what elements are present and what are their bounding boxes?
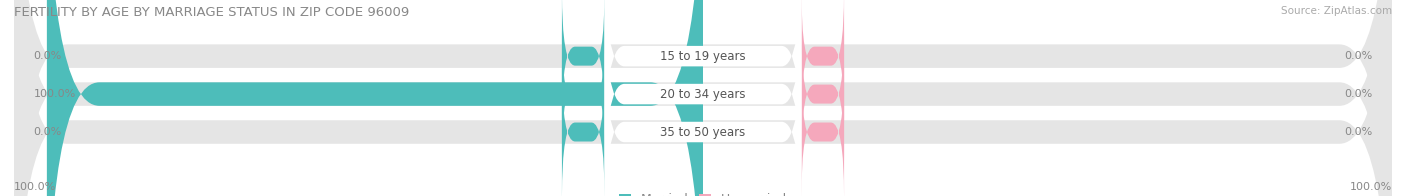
Text: 100.0%: 100.0% — [14, 182, 56, 192]
FancyBboxPatch shape — [14, 0, 1392, 196]
FancyBboxPatch shape — [562, 66, 605, 196]
FancyBboxPatch shape — [14, 0, 1392, 196]
FancyBboxPatch shape — [801, 0, 844, 122]
FancyBboxPatch shape — [46, 0, 703, 196]
Text: 15 to 19 years: 15 to 19 years — [661, 50, 745, 63]
Text: 20 to 34 years: 20 to 34 years — [661, 88, 745, 101]
FancyBboxPatch shape — [801, 66, 844, 196]
FancyBboxPatch shape — [14, 0, 1392, 196]
Text: 0.0%: 0.0% — [34, 51, 62, 61]
FancyBboxPatch shape — [605, 0, 801, 196]
FancyBboxPatch shape — [562, 28, 605, 161]
Text: Source: ZipAtlas.com: Source: ZipAtlas.com — [1281, 6, 1392, 16]
FancyBboxPatch shape — [605, 28, 801, 196]
FancyBboxPatch shape — [801, 28, 844, 161]
Legend: Married, Unmarried: Married, Unmarried — [613, 188, 793, 196]
Text: 100.0%: 100.0% — [1350, 182, 1392, 192]
Text: 100.0%: 100.0% — [34, 89, 76, 99]
FancyBboxPatch shape — [562, 0, 605, 122]
FancyBboxPatch shape — [605, 0, 801, 160]
Text: 0.0%: 0.0% — [1344, 51, 1372, 61]
Text: 0.0%: 0.0% — [1344, 127, 1372, 137]
Text: 0.0%: 0.0% — [1344, 89, 1372, 99]
Text: FERTILITY BY AGE BY MARRIAGE STATUS IN ZIP CODE 96009: FERTILITY BY AGE BY MARRIAGE STATUS IN Z… — [14, 6, 409, 19]
Text: 35 to 50 years: 35 to 50 years — [661, 125, 745, 139]
Text: 0.0%: 0.0% — [34, 127, 62, 137]
